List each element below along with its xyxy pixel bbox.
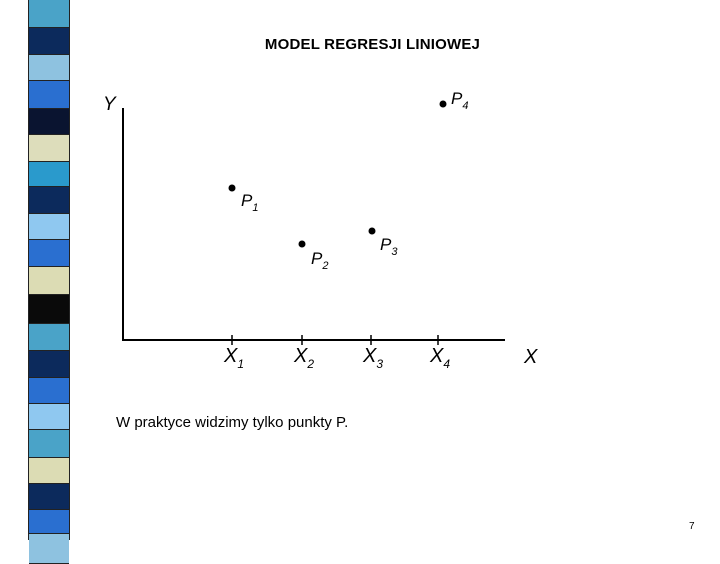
stripe-band: [29, 81, 69, 109]
data-point: [368, 227, 376, 235]
x-tick-label-letter: X: [429, 345, 444, 367]
stripe-band: [29, 484, 69, 510]
stripe-band: [29, 214, 69, 240]
stripe-band: [29, 510, 69, 534]
point-label-letter: P: [380, 235, 392, 254]
data-point: [439, 100, 447, 108]
x-tick-label-subscript: 4: [443, 357, 450, 371]
point-label-subscript: 2: [321, 260, 328, 272]
slide-title: MODEL REGRESJI LINIOWEJ: [264, 36, 481, 53]
x-tick-label: X2: [293, 345, 314, 371]
x-tick-label: X1: [223, 345, 244, 371]
stripe-band: [29, 28, 69, 55]
x-tick-label-letter: X: [293, 345, 308, 367]
page-number: 7: [689, 521, 695, 532]
stripe-band: [29, 135, 69, 162]
stripe-band: [29, 458, 69, 484]
point-label: P1: [241, 191, 258, 214]
x-tick-label-letter: X: [362, 345, 377, 367]
note-text: W praktyce widzimy tylko punkty P.: [116, 414, 349, 431]
point-label: P2: [311, 249, 328, 272]
point-label: P3: [380, 235, 398, 258]
stripe-band: [29, 430, 69, 458]
point-label-letter: P: [311, 249, 323, 268]
decorative-stripe: [28, 0, 70, 564]
stripe-band: [29, 324, 69, 351]
point-label-letter: P: [241, 191, 253, 210]
stripe-band: [29, 0, 69, 28]
point-label-subscript: 4: [462, 100, 468, 112]
stripe-band: [29, 55, 69, 81]
x-axis-label: X: [523, 346, 538, 368]
data-point: [298, 240, 306, 248]
stripe-band: [29, 378, 69, 404]
stripe-band: [29, 187, 69, 214]
stripe-band: [29, 240, 69, 267]
data-point: [228, 184, 236, 192]
point-label-letter: P: [451, 89, 463, 108]
point-label: P4: [451, 89, 468, 112]
stripe-band: [29, 295, 69, 324]
x-tick-label-letter: X: [223, 345, 238, 367]
x-ticks: X1 X2 X3 X4: [223, 335, 450, 371]
stripe-band: [29, 109, 69, 135]
x-tick-label-subscript: 1: [237, 357, 244, 371]
x-tick-label: X3: [362, 345, 383, 371]
point-label-subscript: 1: [252, 202, 258, 214]
stripe-band: [29, 267, 69, 295]
x-tick-label: X4: [429, 345, 450, 371]
stripe-band: [29, 162, 69, 187]
x-tick-label-subscript: 2: [306, 357, 314, 371]
y-axis-label: Y: [103, 94, 117, 115]
stripe-band: [29, 351, 69, 378]
x-tick-label-subscript: 3: [376, 357, 383, 371]
stripe-band: [29, 404, 69, 430]
point-label-subscript: 3: [391, 246, 398, 258]
